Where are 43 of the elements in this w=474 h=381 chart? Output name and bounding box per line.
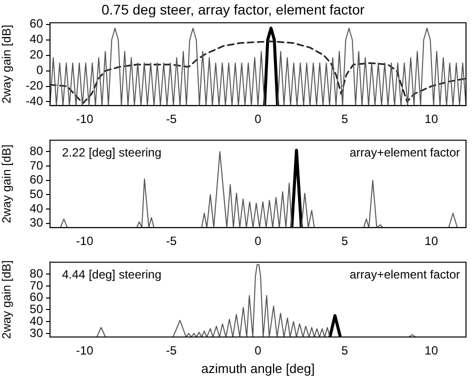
line-series — [50, 40, 466, 104]
y-tick-label: 50 — [30, 302, 44, 316]
x-tick-label: -5 — [166, 234, 177, 248]
y-tick-label: -20 — [26, 78, 44, 93]
x-tick-label: -10 — [76, 234, 94, 248]
x-tick-label: 0 — [254, 344, 262, 358]
y-tick-label: 70 — [30, 278, 44, 292]
y-tick-label: 80 — [30, 266, 44, 280]
y-tick-label: 60 — [30, 290, 44, 304]
x-tick-label: 10 — [424, 234, 438, 248]
y-tick-label: 30 — [30, 216, 44, 230]
y-tick-label: 40 — [30, 32, 44, 46]
y-tick-label: 80 — [30, 144, 44, 158]
y-tick-label: 40 — [30, 314, 44, 328]
annotation: array+element factor — [350, 146, 460, 160]
x-tick-label: -10 — [76, 344, 94, 358]
x-tick-label: 10 — [424, 112, 438, 126]
x-tick-label: 5 — [341, 112, 348, 126]
y-tick-label: 20 — [30, 48, 44, 62]
x-tick-label: -5 — [166, 112, 177, 126]
y-tick-label: 60 — [30, 16, 44, 31]
annotation: array+element factor — [350, 268, 460, 282]
y-tick-label: 60 — [30, 172, 44, 187]
x-tick-label: 0 — [254, 112, 262, 126]
annotation: 4.44 [deg] steering — [62, 268, 162, 282]
x-tick-label: -10 — [76, 112, 94, 126]
y-tick-label: 50 — [30, 186, 44, 201]
y-tick-label: 30 — [30, 326, 44, 340]
x-axis-title: azimuth angle [deg] — [201, 360, 315, 376]
chart-title: 0.75 deg steer, array factor, element factor — [101, 1, 365, 18]
y-axis-title: 2way gain [dB] — [0, 260, 14, 339]
x-tick-label: 5 — [341, 344, 348, 358]
annotation: 2.22 [deg] steering — [62, 146, 162, 160]
y-tick-label: 40 — [30, 201, 44, 216]
x-tick-label: 10 — [424, 344, 438, 358]
x-tick-label: -5 — [166, 344, 177, 358]
y-tick-label: 0 — [36, 63, 44, 78]
y-axis-title: 2way gain [dB] — [0, 24, 14, 104]
x-tick-label: 5 — [341, 234, 348, 248]
y-tick-label: 70 — [30, 158, 44, 172]
y-tick-label: -40 — [26, 94, 44, 108]
x-tick-label: 0 — [254, 234, 262, 248]
y-axis-title: 2way gain [dB] — [0, 144, 14, 224]
